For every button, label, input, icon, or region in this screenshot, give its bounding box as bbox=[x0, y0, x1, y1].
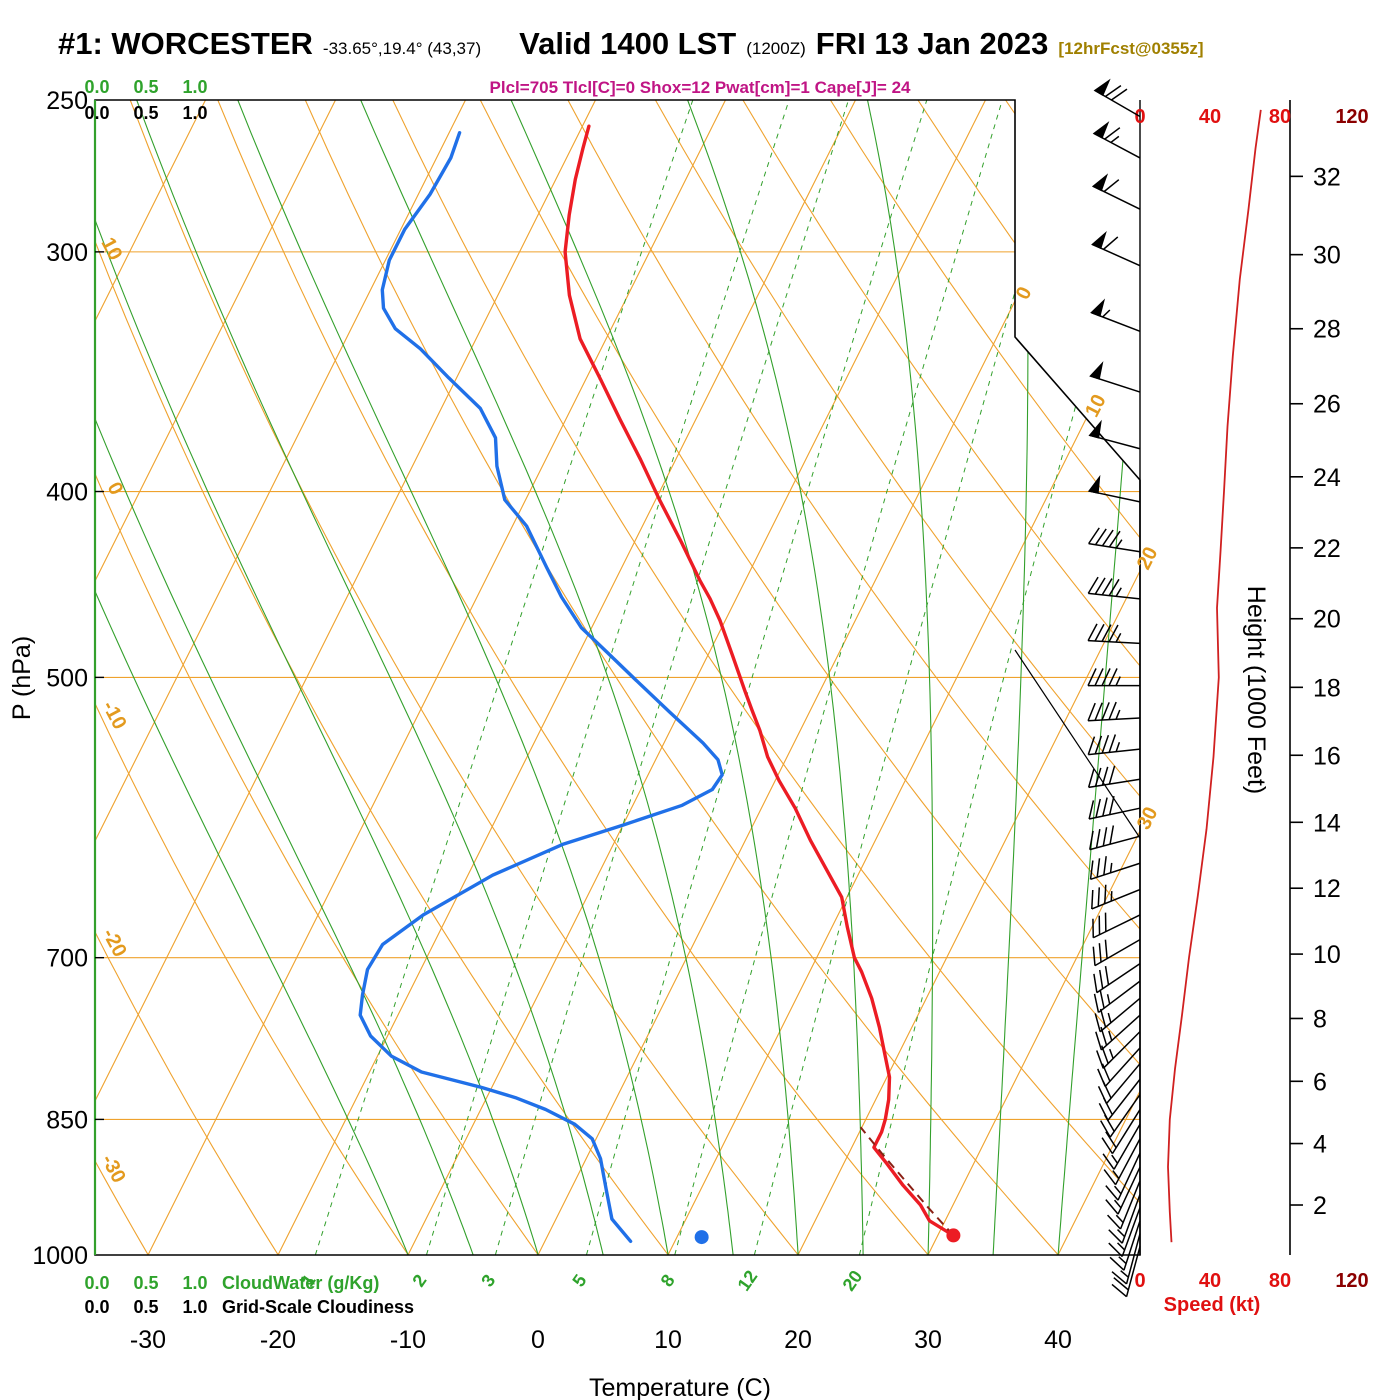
chart-label: 0 bbox=[1134, 1270, 1145, 1292]
chart-label: 1.0 bbox=[182, 1273, 207, 1293]
valid-zulu: (1200Z) bbox=[746, 39, 806, 58]
parcel-path bbox=[859, 1126, 955, 1237]
chart-label: 0.5 bbox=[133, 103, 158, 123]
chart-label: 6 bbox=[1313, 1068, 1327, 1096]
chart-label: 40 bbox=[1044, 1326, 1072, 1354]
chart-label: 40 bbox=[1199, 106, 1221, 128]
chart-label: 700 bbox=[46, 945, 88, 973]
chart-label: 18 bbox=[1313, 674, 1341, 702]
chart-label: P (hPa) bbox=[8, 636, 36, 720]
chart-label: 16 bbox=[1313, 742, 1341, 770]
chart-label: 3 bbox=[477, 1271, 499, 1291]
chart-label: 8 bbox=[1313, 1005, 1327, 1033]
cloudwater-scales: 0.0 0.0 0.5 0.5 1.0 1.0 0.0 0.0 0.5 0.5 1.0 1.0 Clou… bbox=[84, 77, 414, 1317]
chart-label: 10 bbox=[97, 234, 127, 264]
chart-label: 30 bbox=[914, 1326, 942, 1354]
chart-label: 28 bbox=[1313, 316, 1341, 344]
background-grid bbox=[95, 100, 1140, 1255]
chart-label: 8 bbox=[657, 1271, 679, 1291]
chart-label: 30 bbox=[1133, 803, 1163, 833]
chart-label: -30 bbox=[130, 1326, 166, 1354]
dry-adiabat-lines bbox=[95, 100, 1140, 1255]
surface-temp-dot bbox=[946, 1228, 961, 1243]
chart-label: -20 bbox=[260, 1326, 296, 1354]
chart-label: 500 bbox=[46, 664, 88, 692]
chart-label: 0 bbox=[103, 479, 128, 499]
chart-label: 0 bbox=[1134, 106, 1145, 128]
chart-label: 300 bbox=[46, 239, 88, 267]
chart-label: 0 bbox=[531, 1326, 545, 1354]
chart-label: 12 bbox=[733, 1267, 761, 1295]
chart-label: 120 bbox=[1335, 1270, 1368, 1292]
temperature-curve bbox=[563, 124, 956, 1238]
chart-label: -20 bbox=[98, 925, 131, 961]
chart-label: 20 bbox=[1313, 606, 1341, 634]
chart-label: 5 bbox=[568, 1271, 590, 1291]
params-line: Plcl=705 Tlcl[C]=0 Shox=12 Pwat[cm]=1 Ca… bbox=[489, 78, 911, 97]
chart-label: 12 bbox=[1313, 875, 1341, 903]
chart-label: 0.5 bbox=[133, 1273, 158, 1293]
chart-label: 120 bbox=[1335, 106, 1368, 128]
station-coords: -33.65°,19.4° (43,37) bbox=[322, 39, 482, 58]
chart-label: 2 bbox=[408, 1271, 430, 1291]
chart-label: 0.0 bbox=[84, 103, 109, 123]
surface-dewpoint-dot bbox=[694, 1230, 709, 1245]
chart-label: 26 bbox=[1313, 391, 1341, 419]
pressure-axis: 250 300 400 500 700 850 1000 P (hPa) bbox=[8, 87, 104, 1270]
chart-label: 0.5 bbox=[133, 1297, 158, 1317]
station-title: #1: WORCESTER bbox=[58, 26, 313, 61]
chart-label: 10 bbox=[1081, 391, 1111, 421]
chart-label: 0.0 bbox=[84, 1297, 109, 1317]
temperature-axis: -30 -20 -10 0 10 20 30 40 Temperature (C) bbox=[130, 1326, 1072, 1400]
chart-label: Height (1000 Feet) bbox=[1242, 586, 1270, 794]
chart-label: 20 bbox=[784, 1326, 812, 1354]
chart-label: 24 bbox=[1313, 464, 1341, 492]
chart-label: 1.0 bbox=[182, 77, 207, 97]
chart-label: 14 bbox=[1313, 809, 1341, 837]
chart-label: 40 bbox=[1199, 1270, 1221, 1292]
chart-label: 0.0 bbox=[84, 1273, 109, 1293]
chart-label: 1000 bbox=[32, 1242, 88, 1270]
chart-label: 20 bbox=[839, 1267, 867, 1295]
chart-label: 1.0 bbox=[182, 103, 207, 123]
chart-label: -10 bbox=[390, 1326, 426, 1354]
valid-time: Valid 1400 LST bbox=[519, 26, 737, 61]
chart-label: 850 bbox=[46, 1106, 88, 1134]
chart-label: -10 bbox=[98, 697, 131, 733]
speed-axis: 0 0 40 40 80 80 120 120 Speed (kt) bbox=[1134, 106, 1368, 1316]
chart-label: 250 bbox=[46, 87, 88, 115]
header: #1: WORCESTER -33.65°,19.4° (43,37) Vali… bbox=[58, 26, 1393, 62]
chart-label: CloudWater (g/Kg) bbox=[222, 1273, 379, 1293]
chart-label: -30 bbox=[97, 1151, 130, 1187]
chart-label: 22 bbox=[1313, 535, 1341, 563]
sounding-profiles bbox=[358, 124, 961, 1245]
forecast-tag: [12hrFcst@0355z] bbox=[1058, 39, 1204, 58]
moist-adiabat-lines bbox=[95, 100, 1140, 1255]
chart-label: 0.0 bbox=[84, 77, 109, 97]
chart-label: 20 bbox=[1133, 543, 1163, 573]
mixing-ratio-lines bbox=[314, 100, 1140, 1255]
chart-label: Grid-Scale Cloudiness bbox=[222, 1297, 414, 1317]
boundary-diagonal bbox=[1014, 649, 1141, 839]
chart-label: Speed (kt) bbox=[1164, 1294, 1261, 1316]
valid-date: FRI 13 Jan 2023 bbox=[815, 26, 1049, 61]
chart-label: 80 bbox=[1269, 1270, 1291, 1292]
chart-label: 4 bbox=[1313, 1131, 1327, 1159]
chart-label: 80 bbox=[1269, 106, 1291, 128]
chart-label: 10 bbox=[654, 1326, 682, 1354]
chart-label: Temperature (C) bbox=[589, 1374, 771, 1400]
dewpoint-curve bbox=[358, 131, 724, 1243]
chart-label: 30 bbox=[1313, 242, 1341, 270]
wind-barbs bbox=[1087, 78, 1141, 1298]
chart-label: 2 bbox=[1313, 1192, 1327, 1220]
chart-label: 0.5 bbox=[133, 77, 158, 97]
speed-profile-curve bbox=[1167, 109, 1262, 1243]
chart-label: 10 bbox=[1313, 941, 1341, 969]
chart-label: 1.0 bbox=[182, 1297, 207, 1317]
chart-label: 32 bbox=[1313, 163, 1341, 191]
chart-label: 400 bbox=[46, 479, 88, 507]
